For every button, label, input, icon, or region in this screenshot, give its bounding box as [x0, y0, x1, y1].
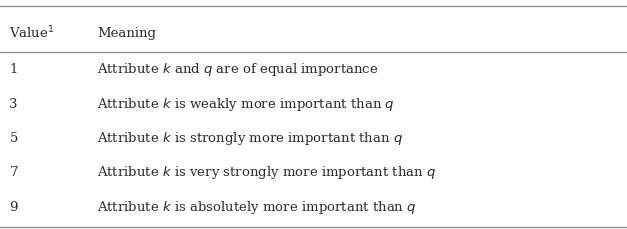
Text: 5: 5: [9, 132, 18, 145]
Text: 1: 1: [9, 63, 18, 76]
Text: Attribute $k$ is very strongly more important than $q$: Attribute $k$ is very strongly more impo…: [97, 164, 436, 181]
Text: Attribute $k$ is weakly more important than $q$: Attribute $k$ is weakly more important t…: [97, 96, 395, 113]
Text: Attribute $k$ is strongly more important than $q$: Attribute $k$ is strongly more important…: [97, 130, 403, 147]
Text: 9: 9: [9, 201, 18, 214]
Text: Attribute $k$ and $q$ are of equal importance: Attribute $k$ and $q$ are of equal impor…: [97, 61, 379, 78]
Text: 3: 3: [9, 98, 18, 111]
Text: Attribute $k$ is absolutely more important than $q$: Attribute $k$ is absolutely more importa…: [97, 199, 417, 216]
Text: Value$^1$: Value$^1$: [9, 25, 55, 41]
Text: Meaning: Meaning: [97, 27, 156, 40]
Text: 7: 7: [9, 166, 18, 179]
